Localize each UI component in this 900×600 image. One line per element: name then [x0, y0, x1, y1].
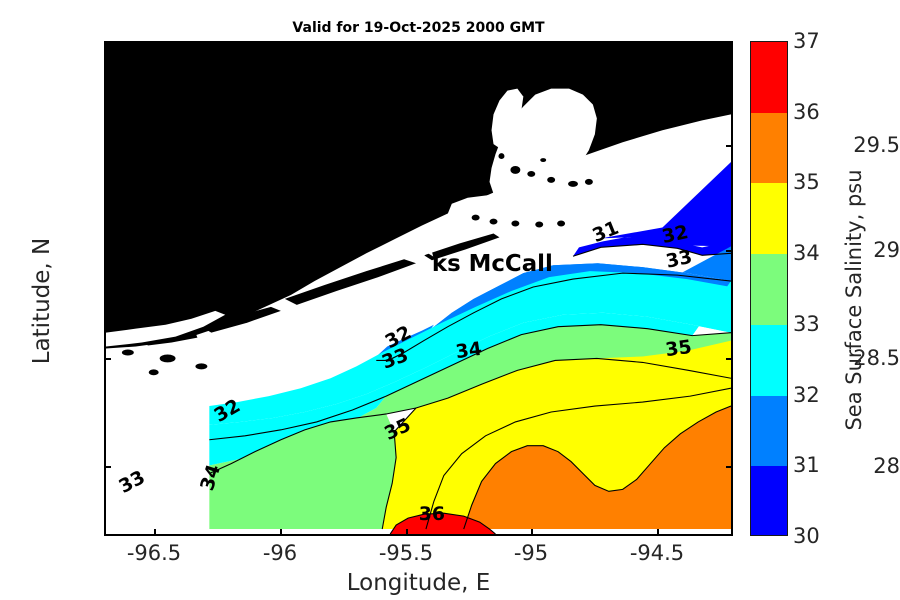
xtick-mark	[406, 529, 408, 536]
colorbar-tick-33: 33	[793, 311, 820, 336]
xtick-label-1: -96.5	[126, 541, 182, 565]
band-32-33-fill	[209, 271, 731, 425]
xtick-mark	[154, 529, 156, 536]
west-bay-channel	[499, 175, 615, 208]
xtick-mark	[154, 41, 156, 48]
colorbar-band-36-37	[751, 42, 787, 113]
ytick-mark	[104, 145, 111, 147]
contour-label-34: 34	[454, 338, 483, 363]
band-35-36	[463, 406, 731, 530]
band-32-33	[209, 281, 731, 440]
barrier-islands	[145, 233, 500, 346]
lower-coast-notch	[209, 326, 258, 345]
colorbar-tick-32: 32	[793, 382, 820, 407]
trinity-bay	[491, 88, 524, 149]
bay-islands	[471, 153, 593, 228]
ytick-label-29-5: 29.5	[853, 133, 900, 157]
colorbar-tick-37: 37	[793, 29, 820, 53]
ytick-mark	[726, 250, 733, 252]
xtick-label-3: -95.5	[378, 541, 434, 565]
xtick-mark	[657, 41, 659, 48]
contour-label-32: 32	[660, 221, 690, 248]
contour-label-33: 33	[664, 246, 694, 273]
matagorda-bay	[106, 310, 226, 347]
band-33-34-lower	[209, 413, 397, 530]
colorbar-tick-34: 34	[793, 241, 820, 266]
ytick-mark	[104, 358, 111, 360]
xtick-mark	[406, 41, 408, 48]
contour-label-35: 35	[664, 336, 693, 361]
colorbar-tick-35: 35	[793, 170, 820, 195]
ytick-mark	[726, 466, 733, 468]
ytick-label-28-5: 28.5	[853, 346, 900, 370]
colorbar-tick-30: 30	[793, 524, 820, 548]
band-34-35-main	[425, 388, 731, 530]
x-axis-title: Longitude, E	[346, 570, 491, 596]
xtick-label-2: -96	[262, 541, 298, 565]
band-32-33-coastal	[209, 396, 387, 466]
lower-coast-islets	[121, 349, 208, 376]
colorbar-band-35-36	[751, 112, 787, 184]
band-33-34	[209, 324, 731, 474]
contour-lines	[209, 243, 731, 534]
ytick-mark	[726, 358, 733, 360]
xtick-mark	[657, 529, 659, 536]
station-label: ks McCall	[432, 251, 553, 277]
map-plot-area[interactable]: 31 32 33 32 33 34 35 32 35 34 33 36 ks McCall	[104, 41, 733, 536]
xtick-mark	[531, 41, 533, 48]
xtick-label-4: -95	[513, 541, 549, 565]
y-axis-title: Latitude, N	[29, 237, 55, 365]
station-marker-group[interactable]: ks McCall	[419, 240, 553, 277]
colorbar-band-33-34	[751, 254, 787, 325]
band-30-31-b	[600, 162, 731, 247]
xtick-mark	[531, 529, 533, 536]
ytick-mark	[104, 250, 111, 252]
colorbar-band-32-33	[751, 324, 787, 396]
xtick-label-5: -94.5	[629, 541, 685, 565]
colorbar-band-34-35	[751, 183, 787, 255]
page-title: Valid for 19-Oct-2025 2000 GMT	[292, 20, 545, 36]
ytick-mark	[726, 145, 733, 147]
ytick-mark	[104, 466, 111, 468]
xtick-mark	[280, 529, 282, 536]
contour-label-36: 36	[419, 503, 445, 525]
bolivar-peninsula-water	[447, 183, 655, 236]
colorbar-band-30-31	[751, 466, 787, 535]
ytick-label-29: 29	[873, 238, 900, 262]
colorbar-title: Sea Surface Salinity, psu	[842, 169, 866, 431]
colorbar-tick-36: 36	[793, 99, 820, 124]
colorbar-tick-31: 31	[793, 453, 820, 478]
ytick-label-28: 28	[873, 454, 900, 478]
colorbar[interactable]	[750, 41, 788, 536]
station-star-icon	[419, 240, 437, 257]
band-34-35	[382, 340, 731, 530]
colorbar-band-31-32	[751, 395, 787, 467]
xtick-mark	[280, 41, 282, 48]
